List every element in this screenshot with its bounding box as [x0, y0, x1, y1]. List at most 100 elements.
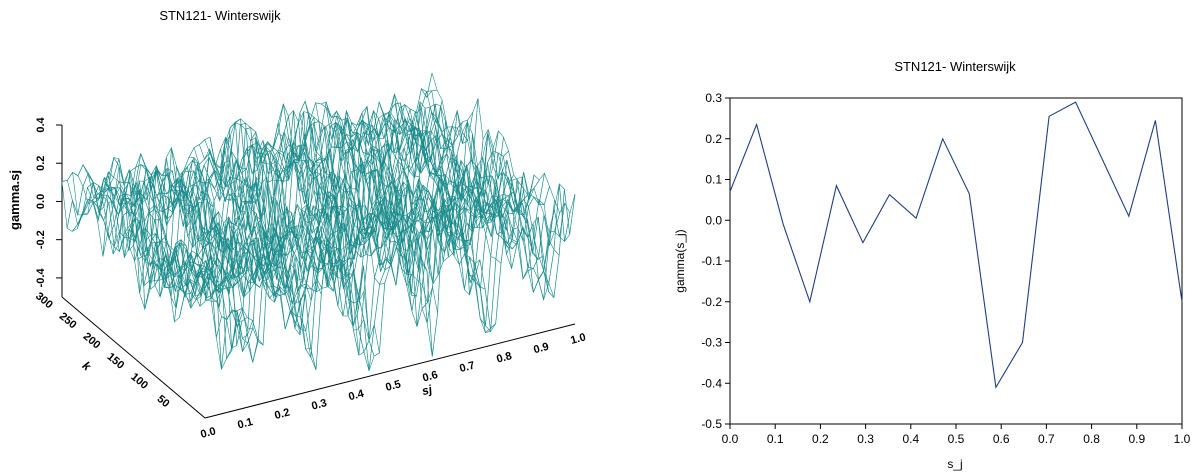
x-tick-label: 0.9 [1128, 432, 1145, 446]
surface-col-line [220, 136, 364, 296]
y-tick-label: -0.4 [701, 376, 722, 390]
surface-z-tick-label: 0.2 [35, 156, 47, 171]
surface-col-line [125, 146, 269, 281]
surface-col-line [241, 142, 385, 285]
surface-col-line [341, 118, 486, 290]
x-tick-label: 0.8 [1083, 432, 1100, 446]
surface-y-tick-label: 100 [128, 371, 150, 392]
data-series-line [729, 101, 1183, 389]
surface-y-tick-label: 200 [81, 331, 103, 352]
surface-col-line [431, 72, 576, 215]
surface-col-line [93, 184, 237, 371]
surface-col-line [88, 166, 232, 289]
surface-col-line [289, 159, 433, 357]
x-tick-label: 0.5 [948, 432, 965, 446]
surface-x-tick-label: 0.2 [273, 407, 291, 423]
surface-col-line [141, 160, 285, 296]
x-tick-label: 0.7 [1038, 432, 1055, 446]
surface-col-line [193, 147, 338, 293]
surface-col-line [267, 136, 412, 292]
surface-z-tick-label: 0.4 [35, 116, 47, 132]
x-tick-label: 0.1 [767, 432, 784, 446]
surface-x-tick-label: 0.1 [236, 416, 254, 432]
surface-x-tick-label: 1.0 [569, 331, 587, 347]
x-tick-label: 0.0 [722, 432, 739, 446]
surface-col-line [299, 112, 443, 245]
surface-x-tick-label: 0.7 [458, 360, 476, 376]
surface-col-line [373, 112, 518, 245]
surface-col-line [77, 175, 222, 296]
line-y-label: gamma(s_j) [673, 229, 687, 292]
surface-col-line [426, 90, 570, 246]
surface-y-tick-label: 150 [105, 351, 127, 372]
y-tick-label: 0.0 [705, 213, 722, 227]
surface-z-label: gamma.sj [7, 170, 22, 230]
surface-title: STN121- Winterswijk [159, 8, 281, 23]
data-points [729, 101, 1183, 388]
x-axis-line [204, 323, 576, 419]
surface-x-tick-label: 0.8 [495, 350, 513, 366]
surface-x-tick-label: 0.5 [384, 378, 402, 394]
surface-col-line [352, 136, 496, 333]
y-tick-label: -0.2 [701, 295, 722, 309]
surface-col-line [283, 131, 428, 273]
surface-col-line [114, 187, 259, 363]
y-axis-line [61, 296, 206, 419]
surface-mesh [61, 72, 576, 372]
surface-col-line [384, 108, 528, 235]
surface-plot: 0.0 0.1 0.2 0.3 0.4 0.5 0.6 0.7 0.8 0.9 1.0 50 10015… [7, 72, 587, 441]
surface-y-label: k [80, 358, 95, 374]
surface-col-line [67, 180, 211, 295]
line-x-label: s_j [947, 457, 962, 471]
surface-col-line [167, 173, 311, 350]
x-tick-label: 0.3 [857, 432, 874, 446]
surface-col-line [178, 178, 322, 304]
y-tick-label: 0.3 [705, 91, 722, 105]
surface-y-tick-label: 250 [57, 310, 79, 331]
surface-x-tick-label: 0.6 [421, 369, 439, 385]
y-tick-label: 0.1 [705, 173, 722, 187]
surface-col-line [215, 165, 359, 328]
surface-tick-labels: 0.0 0.1 0.2 0.3 0.4 0.5 0.6 0.7 0.8 0.9 1.0 50 10015… [33, 116, 587, 440]
x-tick-label: 0.6 [993, 432, 1010, 446]
surface-col-line [188, 157, 333, 290]
surface-col-line [410, 133, 555, 301]
surface-col-line [278, 134, 422, 266]
surface-col-line [119, 184, 264, 346]
surface-col-line [415, 107, 560, 271]
x-tick-label: 1.0 [1174, 432, 1191, 446]
line-axis-ticks: 0.0 0.1 0.2 0.3 0.4 0.5 0.6 0.7 0.8 0.9 1.0 0.3 0.2 0… [701, 91, 1190, 446]
surface-col-line [347, 131, 491, 333]
surface-col-line [225, 157, 370, 340]
surface-x-tick-label: 0.4 [347, 388, 366, 404]
surface-x-label: sj [420, 382, 434, 398]
surface-col-line [98, 186, 243, 351]
y-tick-label: 0.2 [705, 132, 722, 146]
surface-y-tick-label: 300 [33, 290, 55, 311]
surface-x-tick-label: 0.0 [199, 425, 217, 441]
y-tick-label: -0.3 [701, 336, 722, 350]
y-tick-label: -0.5 [701, 417, 722, 431]
surface-col-line [389, 111, 533, 254]
surface-x-tick-label: 0.9 [532, 341, 550, 357]
surface-x-tick-label: 0.3 [310, 397, 328, 413]
surface-col-line [400, 102, 544, 256]
surface-col-line [146, 166, 290, 276]
surface-col-line [294, 142, 438, 313]
y-tick-label: -0.1 [701, 254, 722, 268]
surface-col-line [405, 122, 549, 294]
surface-col-line [320, 101, 465, 225]
surface-col-line [204, 118, 348, 243]
surface-col-line [326, 105, 470, 242]
surface-row-line [194, 180, 566, 360]
surface-col-line [135, 165, 280, 297]
x-tick-label: 0.2 [812, 432, 829, 446]
surface-z-tick-label: -0.4 [35, 268, 47, 288]
line-plot-frame [729, 97, 1183, 425]
surface-col-line [172, 186, 317, 371]
surface-col-line [257, 122, 401, 247]
surface-z-tick-label: 0.0 [35, 194, 47, 209]
line-title: STN121- Winterswijk [894, 59, 1016, 74]
surface-y-tick-label: 50 [155, 393, 172, 410]
surface-col-line [336, 118, 481, 265]
